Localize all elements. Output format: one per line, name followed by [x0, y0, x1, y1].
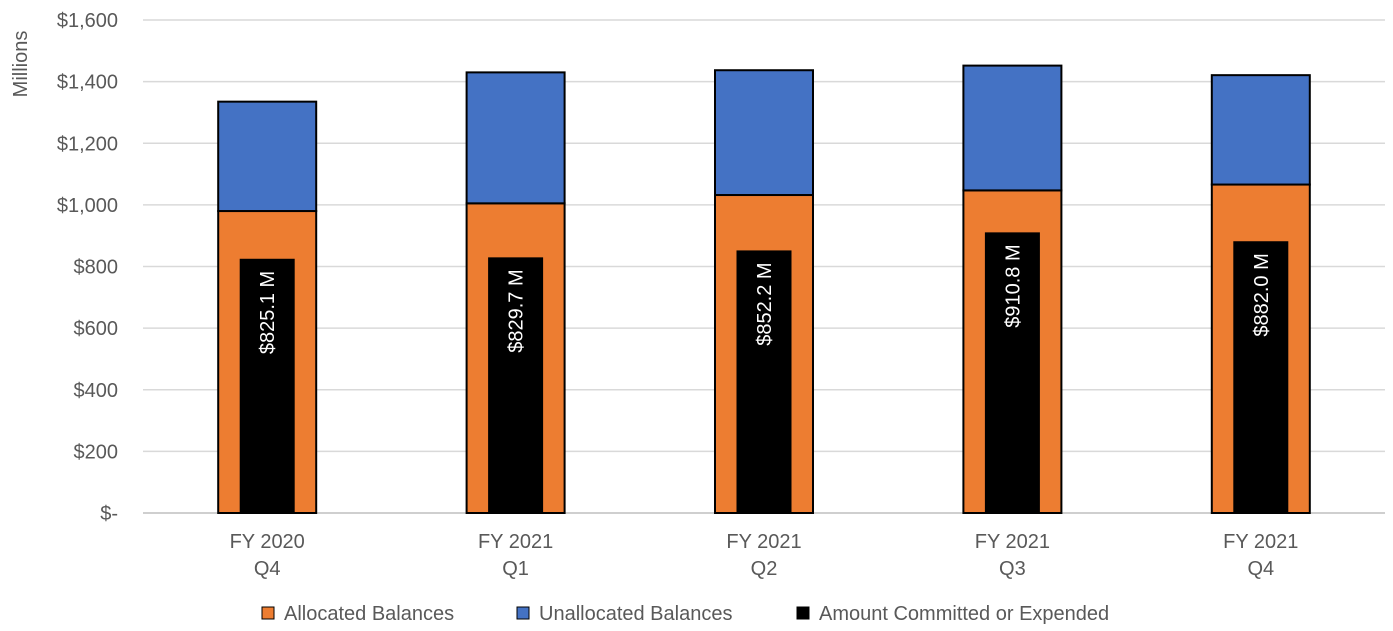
x-category-label: Q2: [751, 558, 778, 580]
legend: Allocated Balances Unallocated Balances Am…: [261, 603, 1109, 625]
x-axis-categories: FY 2020 Q4 FY 2021 Q1 FY 2021 Q2 FY 2021 Q3 FY 2…: [230, 531, 1299, 580]
y-tick-label: $1,400: [57, 72, 118, 94]
x-category-label: FY 2021: [726, 531, 801, 553]
x-category-label: Q4: [1247, 558, 1274, 580]
x-category-label: FY 2021: [478, 531, 553, 553]
legend-swatch: [516, 606, 530, 620]
x-category-label: FY 2021: [975, 531, 1050, 553]
y-tick-label: $800: [74, 257, 119, 279]
bar-unallocated-balances: [1210, 74, 1311, 186]
y-tick-label: $1,000: [57, 195, 118, 217]
data-label: $825.1 M: [257, 271, 279, 354]
bars: [217, 64, 1311, 514]
y-tick-label: $1,200: [57, 133, 118, 155]
legend-swatch: [261, 606, 275, 620]
y-tick-label: $200: [74, 441, 119, 463]
y-tick-label: $400: [74, 380, 119, 402]
bar-amount-committed: [1233, 241, 1289, 513]
data-label: $882.0 M: [1251, 253, 1273, 336]
legend-label: Amount Committed or Expended: [819, 603, 1109, 625]
data-label: $852.2 M: [754, 262, 776, 345]
bar-unallocated-balances: [217, 100, 318, 213]
data-label: $910.8 M: [1002, 244, 1024, 327]
y-axis-title: Millions: [10, 31, 32, 98]
legend-label: Allocated Balances: [284, 603, 454, 625]
x-category-label: FY 2021: [1223, 531, 1298, 553]
bar-amount-committed: [239, 258, 295, 513]
legend-label: Unallocated Balances: [539, 603, 732, 625]
data-labels: $825.1 M $829.7 M $852.2 M $910.8 M $882.0 M: [257, 244, 1273, 354]
bar-unallocated-balances: [465, 71, 566, 205]
bar-amount-committed: [984, 232, 1040, 514]
x-category-label: Q3: [999, 558, 1026, 580]
bar-amount-committed: [736, 250, 792, 513]
legend-swatch: [796, 606, 810, 620]
x-category-label: FY 2020: [230, 531, 305, 553]
data-label: $829.7 M: [506, 269, 528, 352]
y-axis-ticks: $- $200 $400 $600 $800 $1,000 $1,200 $1,400 $1,6…: [57, 10, 118, 525]
y-tick-label: $1,600: [57, 10, 118, 32]
y-tick-label: $600: [74, 318, 119, 340]
y-tick-label: $-: [100, 503, 118, 525]
bar-unallocated-balances: [962, 64, 1063, 192]
bar-amount-committed: [488, 257, 544, 513]
bar-unallocated-balances: [714, 69, 814, 197]
x-category-label: Q1: [502, 558, 529, 580]
x-category-label: Q4: [254, 558, 281, 580]
